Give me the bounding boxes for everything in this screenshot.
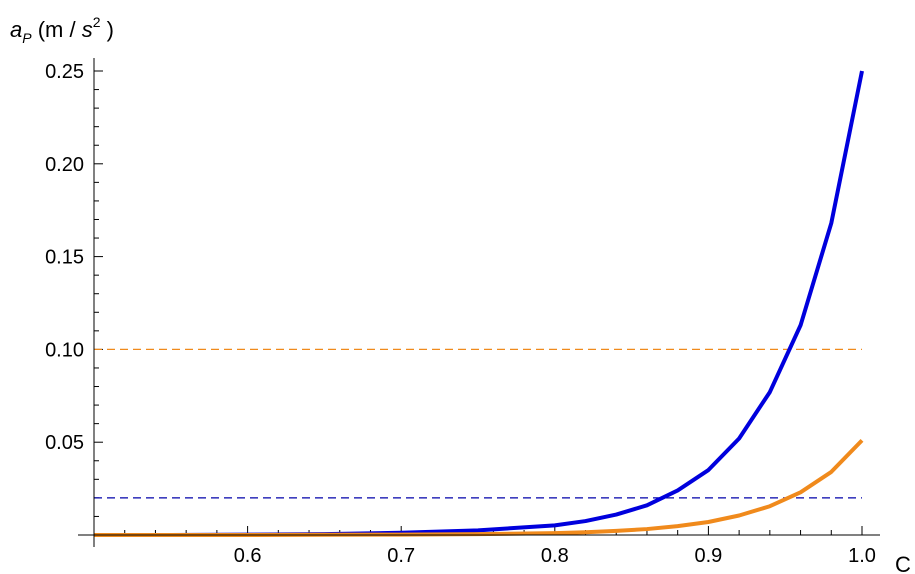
series-line-1 [94,438,864,537]
y-tick-label-4: 0.25 [45,61,84,83]
x-tick-label-2: 0.8 [541,545,569,567]
series-layer [94,70,864,537]
minor-ticks [94,89,832,535]
y-axis-subscript: P [22,30,32,46]
y-tick-label-1: 0.10 [45,339,84,361]
tick-labels: 0.6 0.7 0.8 0.9 1.0 0.05 0.10 0.15 0.20 0.25 [45,61,876,567]
y-tick-label-3: 0.20 [45,154,84,176]
y-axis-unit-close: ) [101,17,114,42]
x-axis-title: C [895,552,911,574]
y-axis-unit-open: (m / [32,17,82,42]
x-tick-label-0: 0.6 [234,545,262,567]
y-axis-unit-exponent: 2 [93,14,101,30]
x-tick-label-1: 0.7 [387,545,415,567]
x-tick-label-4: 1.0 [848,545,876,567]
y-tick-label-2: 0.15 [45,247,84,269]
y-tick-label-0: 0.05 [45,432,84,454]
x-tick-label-3: 0.9 [694,545,722,567]
y-axis-unit-s: s [82,17,93,42]
y-axis-title: aP (m / s2 ) [10,14,114,46]
series-line-0 [94,70,864,537]
y-axis-symbol: a [10,17,22,42]
major-ticks [94,70,863,535]
